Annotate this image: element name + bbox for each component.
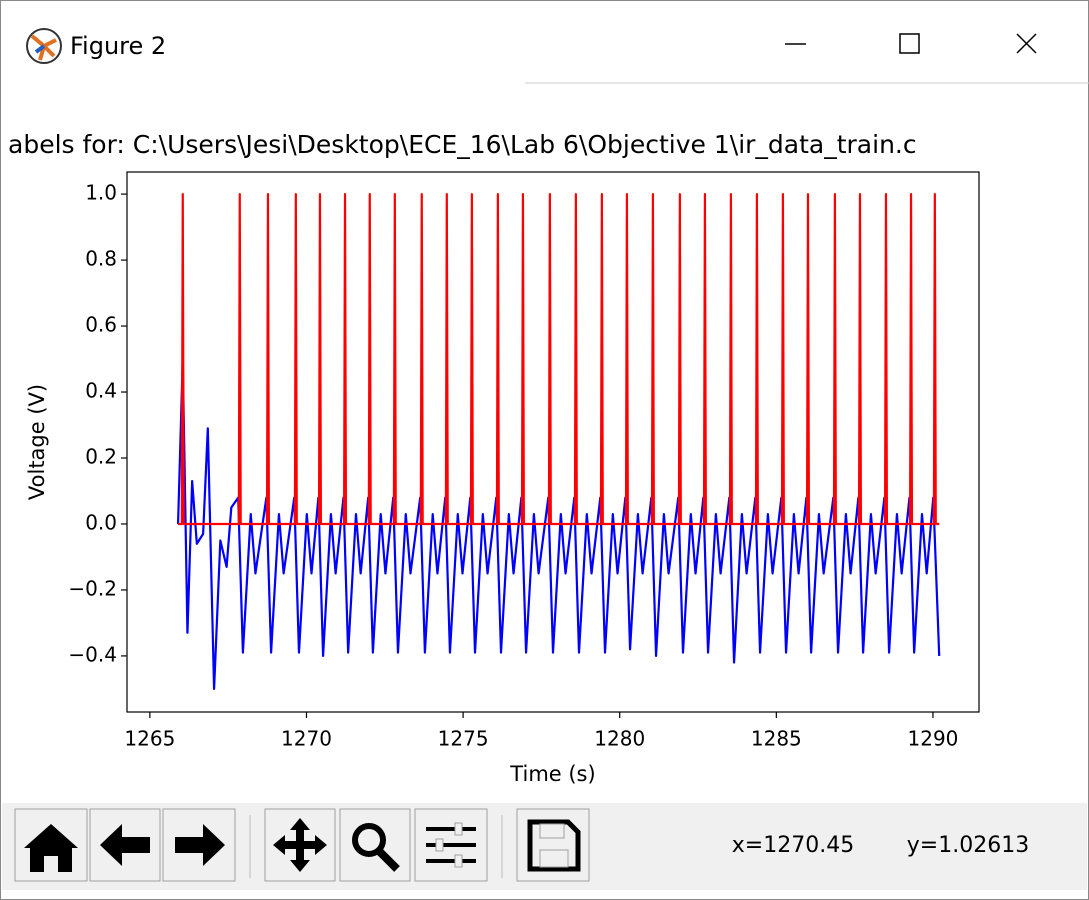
home-button[interactable] (14, 808, 88, 882)
x-tick-label: 1275 (438, 727, 489, 751)
x-axis-label: Time (s) (509, 762, 595, 786)
y-tick-label: −0.2 (68, 576, 117, 600)
maximize-button[interactable] (899, 33, 920, 54)
x-tick-label: 1290 (908, 727, 959, 751)
x-tick-label: 1265 (124, 727, 175, 751)
pan-button[interactable] (264, 808, 336, 882)
y-coordinate: y=1.02613 (907, 833, 1029, 858)
x-tick-label: 1270 (281, 727, 332, 751)
window-title: Figure 2 (70, 32, 166, 60)
x-tick-label: 1285 (751, 727, 802, 751)
save-button[interactable] (516, 808, 590, 882)
y-tick-label: 0.8 (85, 247, 117, 271)
app-icon (26, 28, 62, 64)
close-button[interactable] (1016, 33, 1037, 54)
y-axis-label: Voltage (V) (25, 384, 49, 500)
back-button[interactable] (89, 808, 161, 882)
y-tick-label: −0.4 (68, 642, 117, 666)
x-coordinate: x=1270.45 (732, 833, 854, 858)
y-tick-label: 0.0 (85, 510, 117, 534)
y-tick-label: 0.4 (85, 379, 117, 403)
y-tick-label: 1.0 (85, 181, 117, 205)
chart-title: abels for: C:\Users\Jesi\Desktop\ECE_16\… (8, 130, 917, 159)
chart: abels for: C:\Users\Jesi\Desktop\ECE_16\… (8, 130, 980, 786)
plot-frame (126, 171, 980, 713)
y-tick-label: 0.2 (85, 444, 117, 468)
forward-button[interactable] (162, 808, 236, 882)
y-tick-label: 0.6 (85, 313, 117, 337)
data-line (176, 357, 941, 691)
zoom-button[interactable] (339, 808, 411, 882)
configure-button[interactable] (414, 808, 488, 882)
x-tick-label: 1280 (594, 727, 645, 751)
data-line (178, 193, 940, 526)
